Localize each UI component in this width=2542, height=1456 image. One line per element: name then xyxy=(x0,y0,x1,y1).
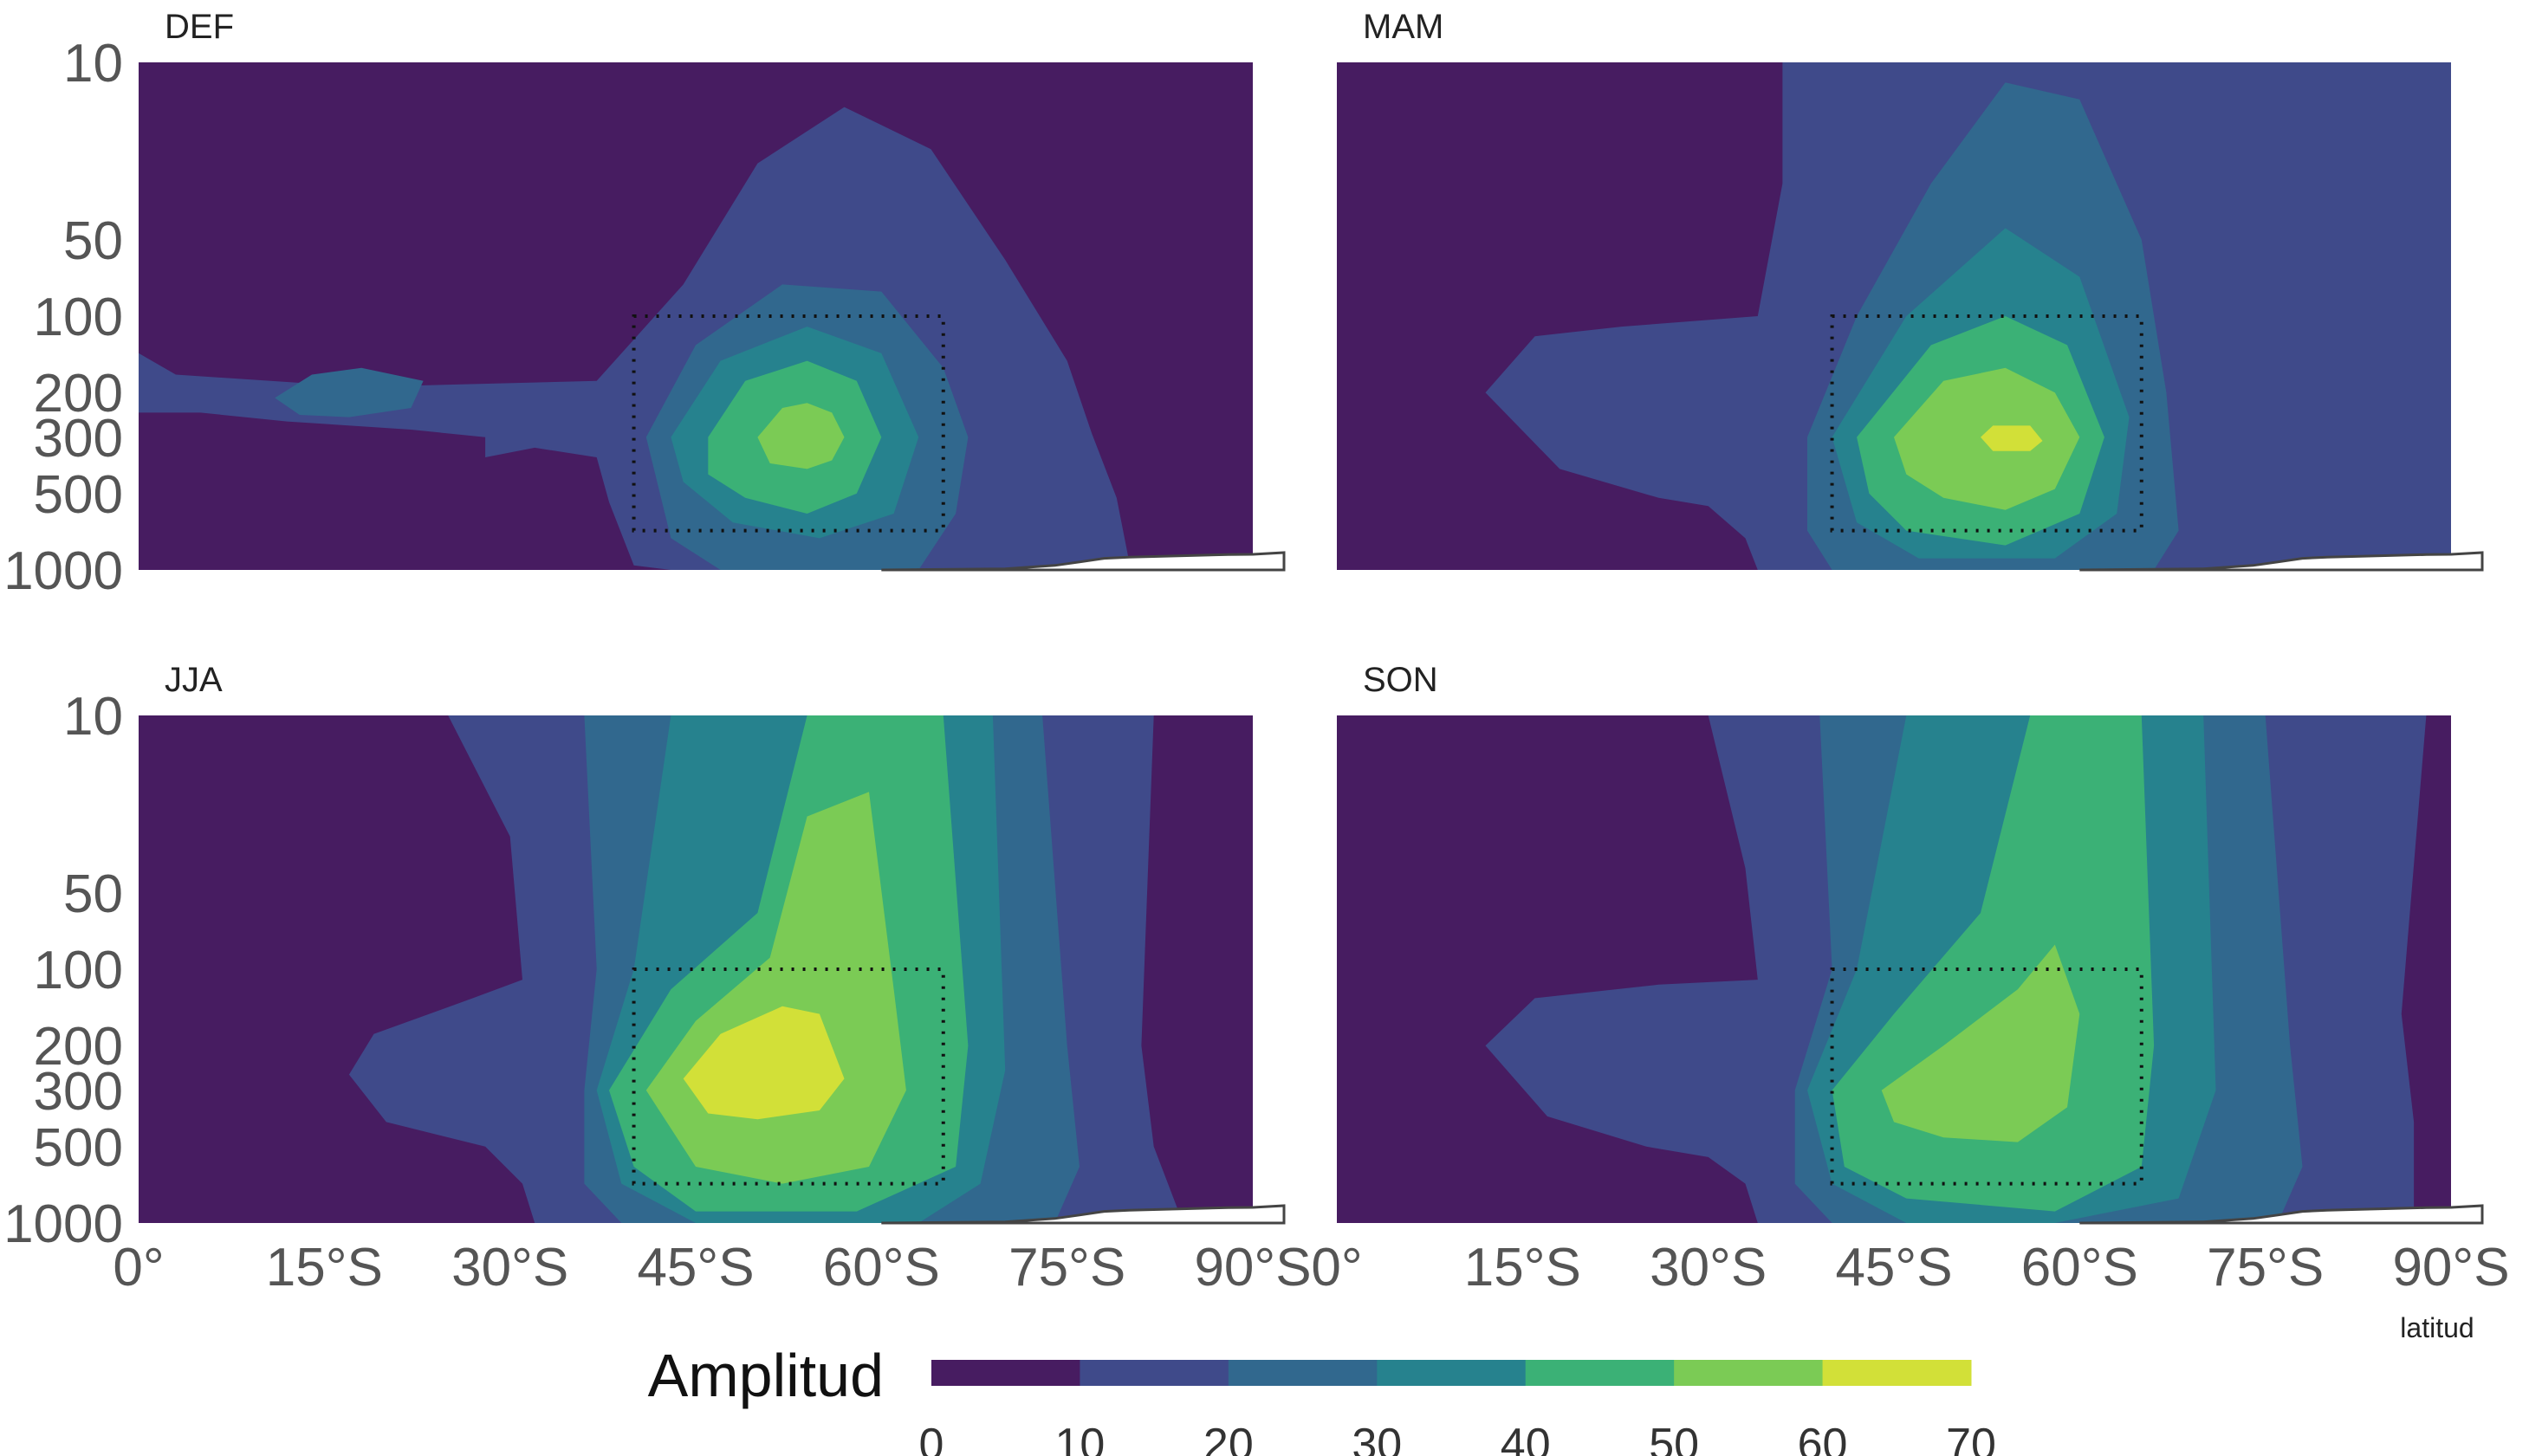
contour-fill xyxy=(139,62,1253,570)
x-axis-label: latitud xyxy=(2400,1312,2474,1343)
y-tick-label: 10 xyxy=(63,687,123,747)
analysis-box xyxy=(1830,967,2143,1186)
panel-mam: MAM xyxy=(1337,8,2484,572)
colorbar-tick-label: 70 xyxy=(1946,1420,1996,1456)
colorbar-swatch xyxy=(1674,1360,1824,1386)
panel-title: SON xyxy=(1363,661,1438,699)
contour-level-6 xyxy=(1981,425,2043,451)
x-tick-label: 45°S xyxy=(637,1238,754,1297)
colorbar-swatch xyxy=(931,1360,1080,1386)
x-tick-label: 90°S xyxy=(1194,1238,1311,1297)
colorbar: 0 10 20 30 40 50 60 70 Amplitud xyxy=(648,1342,1996,1456)
x-tick-label: 45°S xyxy=(1835,1238,1952,1297)
panel-title: MAM xyxy=(1363,8,1443,46)
panel-son: SON 0° 15°S 30°S 45°S 60°S 75°S 90°S xyxy=(1311,661,2509,1297)
panel-title: DEF xyxy=(165,8,234,46)
x-tick-label: 90°S xyxy=(2392,1238,2509,1297)
contour-level-5 xyxy=(1881,944,2080,1142)
contour-fill xyxy=(139,715,1253,1223)
analysis-box xyxy=(632,314,945,533)
y-tick-label: 50 xyxy=(63,211,123,271)
contour-fill xyxy=(1337,62,2451,570)
contour-level-5 xyxy=(757,403,845,469)
colorbar-swatch xyxy=(1228,1360,1378,1386)
y-tick-label: 200 xyxy=(34,364,123,424)
x-tick-label: 15°S xyxy=(1464,1238,1581,1297)
contour-fill xyxy=(1337,715,2451,1223)
colorbar-label: Amplitud xyxy=(648,1342,884,1409)
x-tick-label: 15°S xyxy=(266,1238,383,1297)
colorbar-tick-label: 20 xyxy=(1203,1420,1254,1456)
x-tick-label: 30°S xyxy=(1650,1238,1767,1297)
y-tick-label: 1000 xyxy=(3,541,123,601)
colorbar-tick-label: 60 xyxy=(1798,1420,1848,1456)
colorbar-tick-label: 30 xyxy=(1352,1420,1402,1456)
x-tick-label: 30°S xyxy=(451,1238,568,1297)
contour-level-2 xyxy=(275,367,424,417)
y-tick-label: 100 xyxy=(34,288,123,347)
contour-level-6 xyxy=(683,1006,845,1120)
x-tick-label: 0° xyxy=(1311,1238,1362,1297)
y-tick-label: 500 xyxy=(34,465,123,525)
colorbar-swatch xyxy=(1080,1360,1229,1386)
y-tick-label: 300 xyxy=(34,409,123,469)
terrain-mask xyxy=(881,1204,1286,1225)
x-tick-label: 0° xyxy=(113,1238,164,1297)
analysis-box xyxy=(1830,314,2143,533)
y-tick-label: 100 xyxy=(34,941,123,1000)
colorbar-tick-label: 50 xyxy=(1649,1420,1699,1456)
x-tick-label: 60°S xyxy=(2021,1238,2138,1297)
panel-title: JJA xyxy=(165,661,223,699)
x-tick-label: 60°S xyxy=(823,1238,940,1297)
terrain-mask xyxy=(2079,1204,2484,1225)
colorbar-tick-label: 40 xyxy=(1501,1420,1551,1456)
y-tick-label: 10 xyxy=(63,34,123,94)
y-tick-label: 200 xyxy=(34,1017,123,1077)
y-tick-label: 300 xyxy=(34,1062,123,1122)
colorbar-swatch xyxy=(1822,1360,1972,1386)
x-tick-label: 75°S xyxy=(2207,1238,2324,1297)
analysis-box xyxy=(632,967,945,1186)
y-tick-label: 500 xyxy=(34,1118,123,1178)
colorbar-tick-label: 10 xyxy=(1055,1420,1106,1456)
y-tick-label: 50 xyxy=(63,864,123,924)
colorbar-swatch xyxy=(1377,1360,1527,1386)
x-tick-label: 75°S xyxy=(1008,1238,1125,1297)
colorbar-swatch xyxy=(1525,1360,1675,1386)
terrain-mask xyxy=(2079,551,2484,572)
colorbar-tick-label: 0 xyxy=(919,1420,944,1456)
terrain-mask xyxy=(881,551,1286,572)
y-tick-label: 1000 xyxy=(3,1194,123,1254)
